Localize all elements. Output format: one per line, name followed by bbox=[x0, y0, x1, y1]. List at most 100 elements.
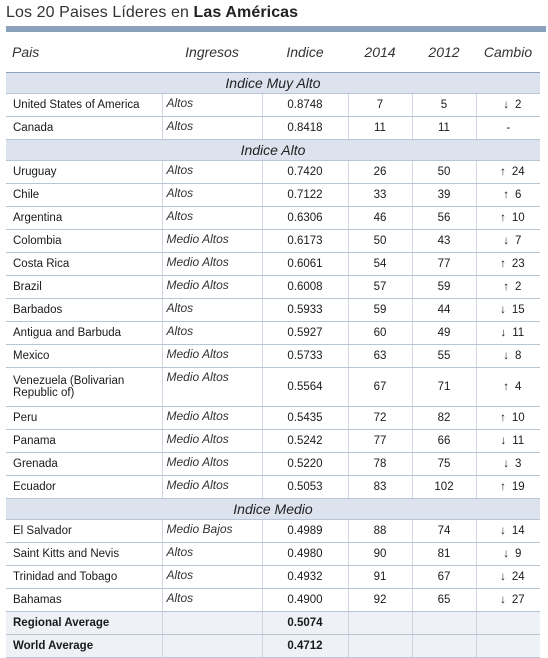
change-value: 3 bbox=[515, 458, 522, 470]
income-cell: Medio Altos bbox=[162, 275, 263, 299]
rank-2014-cell: 11 bbox=[348, 116, 413, 140]
country-cell: Venezuela (Bolivarian Republic of) bbox=[6, 367, 163, 407]
change-value: 24 bbox=[511, 166, 525, 178]
income-cell: Altos bbox=[162, 206, 263, 230]
average-empty bbox=[476, 611, 540, 635]
index-cell: 0.7122 bbox=[262, 183, 349, 207]
section-header: Indice Muy Alto bbox=[6, 72, 540, 94]
change-cell: ↓ 24 bbox=[476, 565, 540, 589]
rank-2012-cell: 65 bbox=[412, 588, 477, 612]
index-cell: 0.8748 bbox=[262, 93, 349, 117]
rank-2014-cell: 91 bbox=[348, 565, 413, 589]
change-cell: ↓ 9 bbox=[476, 542, 540, 566]
index-cell: 0.5053 bbox=[262, 475, 349, 499]
change-value: 7 bbox=[515, 235, 522, 247]
change-value: 10 bbox=[511, 412, 525, 424]
arrow-down-icon: ↓ bbox=[503, 458, 510, 470]
income-cell: Medio Bajos bbox=[162, 519, 263, 543]
rank-2012-cell: 49 bbox=[412, 321, 477, 345]
income-cell: Altos bbox=[162, 588, 263, 612]
rank-2012-cell: 55 bbox=[412, 344, 477, 368]
arrow-up-icon: ↑ bbox=[503, 381, 510, 393]
change-value: 2 bbox=[515, 281, 522, 293]
average-index: 0.4712 bbox=[262, 634, 349, 658]
table-row: Chile Altos 0.7122 33 39 ↑ 6 bbox=[6, 183, 540, 207]
country-cell: Chile bbox=[6, 183, 163, 207]
rank-2012-cell: 77 bbox=[412, 252, 477, 276]
table-row: Argentina Altos 0.6306 46 56 ↑ 10 bbox=[6, 206, 540, 230]
income-cell: Medio Altos bbox=[162, 252, 263, 276]
rankings-table: Pais Ingresos Indice 2014 2012 Cambio In… bbox=[6, 32, 540, 658]
arrow-up-icon: ↑ bbox=[500, 481, 506, 493]
country-cell: Uruguay bbox=[6, 160, 163, 184]
change-value: 6 bbox=[515, 189, 522, 201]
country-cell: Costa Rica bbox=[6, 252, 163, 276]
arrow-down-icon: ↓ bbox=[503, 548, 510, 560]
index-cell: 0.5220 bbox=[262, 452, 349, 476]
rank-2014-cell: 7 bbox=[348, 93, 413, 117]
page: Los 20 Paises Líderes en Las Américas Pa… bbox=[6, 0, 546, 658]
change-value: 11 bbox=[512, 435, 525, 447]
rank-2014-cell: 50 bbox=[348, 229, 413, 253]
income-cell: Medio Altos bbox=[162, 229, 263, 253]
header-2012: 2012 bbox=[412, 32, 476, 73]
income-cell: Medio Altos bbox=[162, 406, 263, 430]
header-2014: 2014 bbox=[348, 32, 412, 73]
index-cell: 0.6173 bbox=[262, 229, 349, 253]
rank-2012-cell: 59 bbox=[412, 275, 477, 299]
change-cell: ↓ 3 bbox=[476, 452, 540, 476]
country-cell: Barbados bbox=[6, 298, 163, 322]
income-cell: Altos bbox=[162, 542, 263, 566]
change-value: - bbox=[506, 122, 511, 134]
header-income: Ingresos bbox=[162, 32, 262, 73]
table-row: Uruguay Altos 0.7420 26 50 ↑ 24 bbox=[6, 160, 540, 184]
rank-2012-cell: 5 bbox=[412, 93, 477, 117]
average-label: Regional Average bbox=[6, 611, 163, 635]
country-cell: Canada bbox=[6, 116, 163, 140]
title-bold: Las Américas bbox=[193, 4, 299, 21]
country-cell: Panama bbox=[6, 429, 163, 453]
country-cell: Antigua and Barbuda bbox=[6, 321, 163, 345]
income-cell: Medio Altos bbox=[162, 429, 263, 453]
header-row: Pais Ingresos Indice 2014 2012 Cambio bbox=[6, 32, 540, 73]
change-cell: ↓ 11 bbox=[476, 321, 540, 345]
table-body: Indice Muy Alto United States of America A… bbox=[6, 72, 540, 658]
income-cell: Medio Altos bbox=[162, 367, 263, 407]
country-cell: Bahamas bbox=[6, 588, 163, 612]
arrow-down-icon: ↓ bbox=[500, 327, 507, 339]
rank-2014-cell: 60 bbox=[348, 321, 413, 345]
section-header: Indice Medio bbox=[6, 498, 540, 520]
rank-2012-cell: 56 bbox=[412, 206, 477, 230]
change-cell: ↓ 8 bbox=[476, 344, 540, 368]
header-change: Cambio bbox=[476, 32, 540, 73]
income-cell: Altos bbox=[162, 321, 263, 345]
average-empty bbox=[412, 634, 477, 658]
rank-2014-cell: 59 bbox=[348, 298, 413, 322]
country-cell: Peru bbox=[6, 406, 163, 430]
rank-2012-cell: 82 bbox=[412, 406, 477, 430]
average-row: World Average 0.4712 bbox=[6, 634, 540, 658]
average-label: World Average bbox=[6, 634, 163, 658]
income-cell: Altos bbox=[162, 160, 263, 184]
title-rule bbox=[6, 26, 546, 32]
change-value: 8 bbox=[515, 350, 522, 362]
average-income-empty bbox=[162, 611, 263, 635]
arrow-down-icon: ↓ bbox=[503, 235, 510, 247]
rank-2014-cell: 67 bbox=[348, 367, 413, 407]
index-cell: 0.5242 bbox=[262, 429, 349, 453]
table-row: Saint Kitts and Nevis Altos 0.4980 90 81 ↓ 9 bbox=[6, 542, 540, 566]
change-value: 15 bbox=[511, 304, 525, 316]
income-cell: Medio Altos bbox=[162, 475, 263, 499]
income-cell: Altos bbox=[162, 116, 263, 140]
arrow-up-icon: ↑ bbox=[500, 166, 506, 178]
change-cell: ↑ 10 bbox=[476, 406, 540, 430]
index-cell: 0.6061 bbox=[262, 252, 349, 276]
income-cell: Altos bbox=[162, 183, 263, 207]
change-value: 2 bbox=[515, 99, 522, 111]
change-value: 23 bbox=[511, 258, 525, 270]
index-cell: 0.5733 bbox=[262, 344, 349, 368]
section-label: Indice Alto bbox=[6, 139, 540, 161]
rank-2014-cell: 78 bbox=[348, 452, 413, 476]
change-cell: ↑ 19 bbox=[476, 475, 540, 499]
country-cell: Brazil bbox=[6, 275, 163, 299]
